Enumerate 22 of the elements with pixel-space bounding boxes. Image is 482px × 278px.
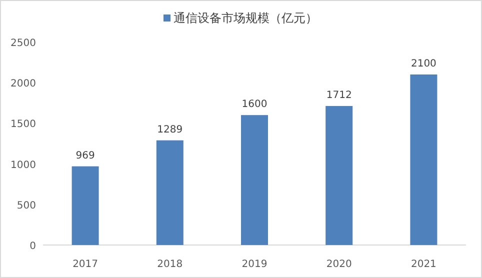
data-label: 2100 bbox=[410, 58, 436, 70]
data-label: 1600 bbox=[242, 99, 268, 110]
y-tick-label: 2000 bbox=[10, 78, 36, 90]
x-tick-label: 2017 bbox=[72, 259, 98, 270]
data-label: 1712 bbox=[326, 90, 352, 101]
y-tick-label: 1500 bbox=[10, 119, 36, 130]
y-tick-label: 1000 bbox=[10, 160, 36, 171]
data-label: 1289 bbox=[157, 124, 183, 136]
x-tick-label: 2021 bbox=[410, 259, 436, 270]
data-label: 969 bbox=[76, 150, 95, 162]
bar bbox=[156, 140, 184, 245]
x-tick-label: 2019 bbox=[242, 259, 268, 270]
y-tick-label: 2500 bbox=[10, 38, 36, 49]
y-tick-label: 0 bbox=[30, 241, 36, 252]
bar bbox=[326, 106, 353, 245]
y-tick-label: 500 bbox=[16, 200, 36, 212]
x-tick-label: 2020 bbox=[326, 259, 352, 270]
x-tick-label: 2018 bbox=[157, 259, 183, 270]
bar bbox=[72, 166, 99, 245]
bar bbox=[241, 115, 268, 245]
bar bbox=[410, 74, 438, 245]
legend-label: 通信设备市场规模（亿元） bbox=[174, 11, 318, 25]
